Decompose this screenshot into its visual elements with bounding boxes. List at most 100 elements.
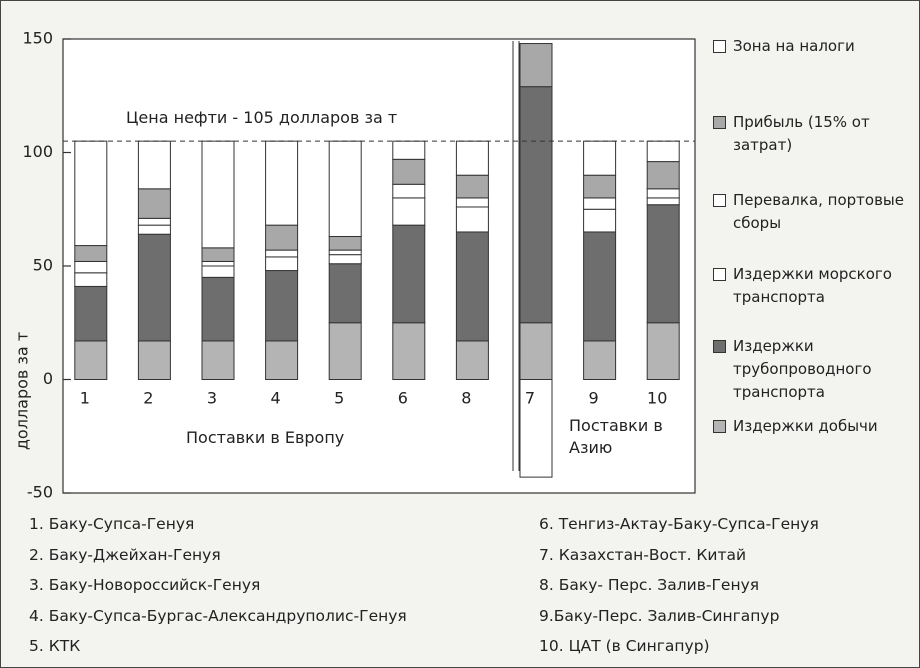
- bar-segment: [392, 224, 426, 324]
- bar-segment: [455, 206, 489, 233]
- legend-entry: Издержки морского транспорта: [711, 263, 916, 309]
- bar-segment: [328, 235, 362, 251]
- bar-segment: [137, 217, 171, 226]
- bar-segment: [137, 140, 171, 190]
- bar-segment: [392, 158, 426, 185]
- bar-segment: [265, 224, 299, 251]
- bar-segment: [455, 174, 489, 199]
- bar-segment: [265, 249, 299, 258]
- bar-segment: [583, 140, 617, 176]
- bar-segment: [519, 86, 553, 324]
- bar-segment: [74, 285, 108, 342]
- annotation: Поставки в Азию: [569, 416, 663, 457]
- route-note: 10. ЦАТ (в Сингапур): [539, 637, 710, 655]
- bar-segment: [455, 140, 489, 176]
- x-tick-label: 3: [207, 389, 217, 408]
- bar-segment: [583, 208, 617, 233]
- bar-segment: [646, 197, 680, 206]
- annotation: Цена нефти - 105 долларов за т: [126, 108, 398, 127]
- y-axis-label: долларов за т: [13, 332, 32, 450]
- bar-segment: [646, 161, 680, 190]
- route-note: 4. Баку-Супса-Бургас-Александруполис-Ген…: [29, 606, 407, 625]
- bar-segment: [455, 197, 489, 208]
- bar-segment: [328, 140, 362, 237]
- chart: долларов за т -50 0 50 100 150 1 2 3 4 5 6 8 7 9 10: [13, 29, 696, 502]
- bar-segment: [583, 174, 617, 199]
- legend-label: Издержки добычи: [733, 417, 878, 435]
- x-tick-label: 10: [647, 389, 667, 408]
- bar-segment: [519, 322, 553, 380]
- route-note: 6. Тенгиз-Актау-Баку-Супса-Генуя: [539, 515, 819, 533]
- bar-segment: [328, 249, 362, 256]
- route-note: 9.Баку-Перс. Залив-Сингапур: [539, 606, 780, 625]
- bar-segment: [137, 224, 171, 235]
- bar-segment: [201, 340, 235, 381]
- bar-segment: [583, 340, 617, 381]
- bar-segment: [201, 276, 235, 342]
- bar-segment: [455, 340, 489, 381]
- y-tick-label: 50: [33, 256, 53, 275]
- bar-segment: [646, 140, 680, 163]
- route-note: 2. Баку-Джейхан-Генуя: [29, 545, 221, 564]
- bar-segment: [137, 188, 171, 219]
- x-tick-label: 8: [461, 389, 471, 408]
- bar-segment: [646, 322, 680, 380]
- legend-label: Перевалка, портовые сборы: [733, 191, 904, 232]
- legend-swatch: [713, 340, 726, 353]
- bar-segment: [392, 197, 426, 226]
- bar-segment: [201, 140, 235, 249]
- legend-swatch: [713, 194, 726, 207]
- legend-entry: Издержки трубопроводного транспорта: [711, 335, 916, 404]
- bar-segment: [265, 270, 299, 342]
- legend-swatch: [713, 268, 726, 281]
- legend-label: Прибыль (15% от затрат): [733, 113, 870, 154]
- bar-segment: [519, 43, 553, 88]
- legend-entry: Перевалка, портовые сборы: [711, 189, 916, 235]
- legend-label: Издержки трубопроводного транспорта: [733, 337, 872, 401]
- y-tick-label: -50: [27, 483, 53, 502]
- route-note: 8. Баку- Перс. Залив-Генуя: [539, 576, 760, 594]
- bar-segment: [328, 322, 362, 380]
- x-tick-label: 5: [334, 389, 344, 408]
- bar-segment: [328, 263, 362, 324]
- legend-entry: Прибыль (15% от затрат): [711, 111, 916, 157]
- bar-segment: [74, 340, 108, 381]
- bar-segment: [392, 140, 426, 160]
- x-tick-label: 1: [80, 389, 90, 408]
- legend-entry: Зона на налоги: [711, 35, 916, 58]
- bar-segment: [74, 260, 108, 274]
- bar-segment: [265, 140, 299, 226]
- bar-segment: [455, 231, 489, 342]
- legend-entry: Издержки добычи: [711, 415, 916, 438]
- bar-segment: [392, 322, 426, 380]
- y-tick-label: 150: [22, 29, 53, 48]
- route-note: 3. Баку-Новороссийск-Генуя: [29, 576, 261, 594]
- legend-swatch: [713, 40, 726, 53]
- x-tick-label: 6: [398, 389, 408, 408]
- bar-segment: [265, 256, 299, 272]
- bar-segment: [201, 260, 235, 267]
- legend-label: Издержки морского транспорта: [733, 265, 892, 306]
- bar-segment: [265, 340, 299, 381]
- bar-segment: [201, 247, 235, 262]
- bar-segment: [137, 233, 171, 342]
- bar-segment: [74, 140, 108, 247]
- bar-segment: [328, 254, 362, 265]
- bar-segment: [201, 265, 235, 278]
- bar-segment: [583, 231, 617, 342]
- bar-segment: [137, 340, 171, 381]
- bar-segment: [74, 272, 108, 287]
- x-tick-label: 2: [143, 389, 153, 408]
- y-tick-label: 100: [22, 142, 53, 161]
- legend-swatch: [713, 420, 726, 433]
- route-note: 5. КТК: [29, 637, 81, 655]
- bar-segment: [74, 245, 108, 262]
- x-tick-label: 7: [525, 389, 535, 408]
- route-note: 7. Казахстан-Вост. Китай: [539, 545, 747, 564]
- bar-segment: [519, 379, 553, 478]
- y-tick-label: 0: [43, 369, 53, 388]
- bar-segment: [646, 204, 680, 324]
- bar-segment: [646, 188, 680, 199]
- bar-segment: [392, 183, 426, 199]
